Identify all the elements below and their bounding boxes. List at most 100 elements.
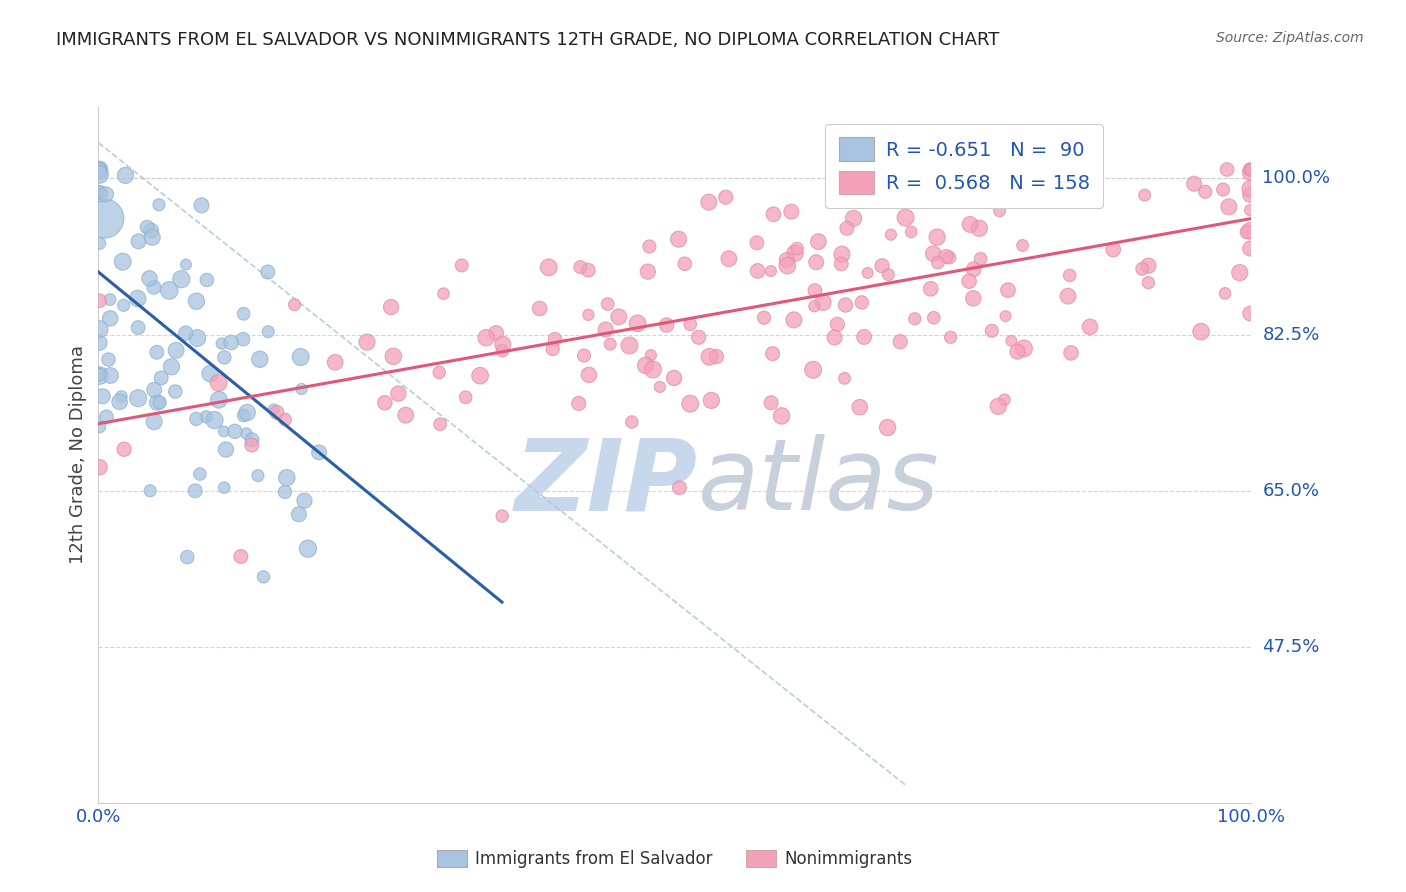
Point [235,426,257,441]
Point [382,349,405,363]
Point [89,293,111,308]
Point [1000,334,1022,348]
Point [894,211,917,225]
Point [146,395,169,409]
Point [224,425,246,439]
Point [229,549,252,564]
Point [811,295,834,310]
Point [827,318,849,332]
Point [569,260,592,274]
Point [834,298,856,312]
Point [274,484,297,499]
Point [276,471,298,485]
Point [848,401,870,415]
Point [1239,306,1261,320]
Point [638,239,661,253]
Point [537,260,560,275]
Point [141,230,163,244]
Point [108,394,131,409]
Point [962,291,984,305]
Point [89,460,111,475]
Point [263,402,285,417]
Point [1239,162,1261,177]
Point [1130,261,1153,276]
Point [89,419,111,434]
Point [485,326,508,340]
Point [762,207,785,221]
Point [803,299,825,313]
Point [988,203,1011,218]
Point [997,283,1019,297]
Point [759,396,782,410]
Point [576,263,599,277]
Point [274,412,297,426]
Point [157,284,180,298]
Point [323,355,346,369]
Point [640,348,662,362]
Point [149,395,172,409]
Legend: R = -0.651   N =  90, R =  0.568   N = 158: R = -0.651 N = 90, R = 0.568 N = 158 [825,124,1104,208]
Point [834,371,856,385]
Point [1059,268,1081,283]
Point [655,318,678,332]
Text: Source: ZipAtlas.com: Source: ZipAtlas.com [1216,31,1364,45]
Point [91,389,114,403]
Point [1133,188,1156,202]
Point [679,318,702,332]
Point [374,396,396,410]
Point [1060,346,1083,360]
Point [240,433,263,447]
Point [204,413,226,427]
Point [927,255,949,269]
Point [662,371,685,385]
Point [89,236,111,251]
Point [1239,162,1261,177]
Point [969,252,991,266]
Point [356,335,378,350]
Point [699,350,721,364]
Point [219,335,242,350]
Text: ZIP: ZIP [515,434,697,532]
Point [186,412,208,426]
Point [1212,182,1234,196]
Point [637,265,659,279]
Text: atlas: atlas [697,434,939,532]
Point [987,400,1010,414]
Point [626,316,648,330]
Point [146,345,169,359]
Point [89,335,111,350]
Point [188,467,211,481]
Point [148,198,170,212]
Text: 82.5%: 82.5% [1263,326,1320,343]
Point [572,349,595,363]
Point [1239,181,1261,195]
Point [747,264,769,278]
Point [959,218,981,232]
Point [1236,225,1258,239]
Point [994,309,1017,323]
Point [596,297,619,311]
Point [783,313,806,327]
Text: 47.5%: 47.5% [1263,638,1320,656]
Point [679,397,702,411]
Point [634,359,657,373]
Point [380,300,402,314]
Point [877,268,900,282]
Point [648,380,671,394]
Point [184,483,207,498]
Point [290,350,312,364]
Point [432,286,454,301]
Point [842,211,865,226]
Point [232,409,254,423]
Point [806,255,828,269]
Point [240,438,263,452]
Point [450,259,472,273]
Point [529,301,551,316]
Point [112,442,135,457]
Point [266,405,288,419]
Point [541,342,564,356]
Point [714,190,737,204]
Point [1239,162,1261,177]
Point [297,541,319,556]
Point [127,320,149,334]
